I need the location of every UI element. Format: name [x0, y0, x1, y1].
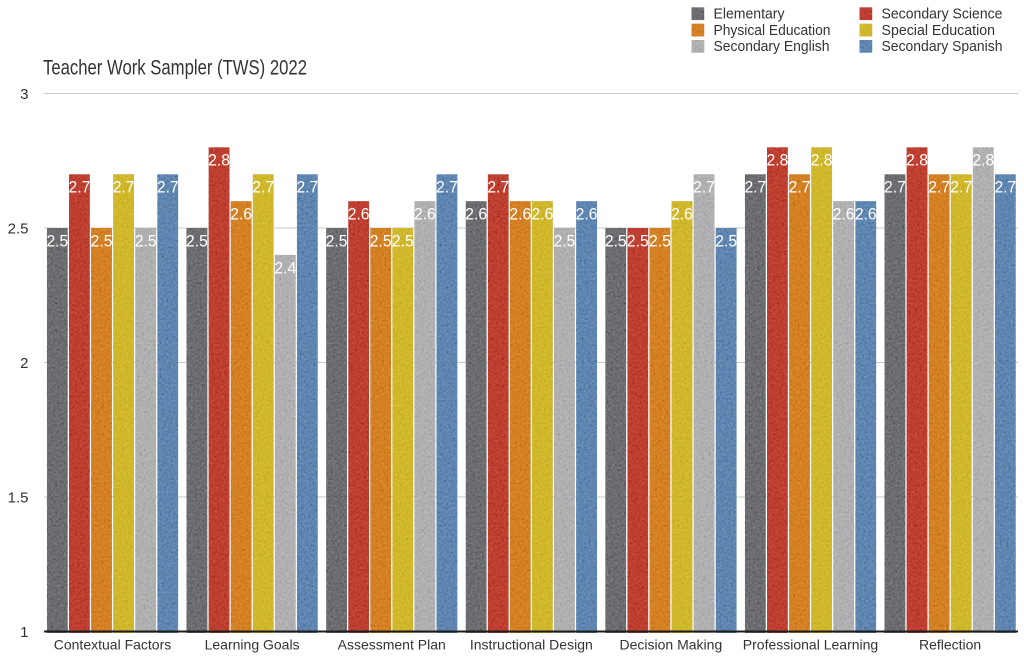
svg-text:2.7: 2.7: [436, 179, 458, 197]
svg-text:2.5: 2.5: [370, 232, 392, 250]
svg-text:2.6: 2.6: [414, 206, 436, 224]
svg-text:2.8: 2.8: [906, 152, 928, 170]
svg-text:2.5: 2.5: [326, 232, 348, 250]
svg-text:2.5: 2.5: [627, 232, 649, 250]
svg-text:1: 1: [20, 624, 28, 641]
svg-text:Instructional Design: Instructional Design: [470, 637, 593, 653]
svg-text:2.7: 2.7: [157, 179, 179, 197]
svg-text:3: 3: [20, 86, 28, 103]
svg-text:2.8: 2.8: [767, 152, 789, 170]
svg-text:2.8: 2.8: [972, 152, 994, 170]
svg-text:2.5: 2.5: [392, 232, 414, 250]
svg-text:2.7: 2.7: [884, 179, 906, 197]
svg-text:2.6: 2.6: [671, 206, 693, 224]
svg-text:Contextual Factors: Contextual Factors: [54, 637, 172, 653]
svg-text:2.4: 2.4: [274, 259, 296, 277]
svg-text:2.6: 2.6: [465, 206, 487, 224]
svg-text:2.8: 2.8: [208, 152, 230, 170]
svg-text:2.6: 2.6: [509, 206, 531, 224]
svg-text:Decision Making: Decision Making: [620, 637, 723, 653]
svg-text:Teacher Work Sampler (TWS) 202: Teacher Work Sampler (TWS) 2022: [43, 56, 307, 79]
svg-text:2.5: 2.5: [91, 232, 113, 250]
svg-text:2.6: 2.6: [531, 206, 553, 224]
svg-text:2.7: 2.7: [113, 179, 135, 197]
svg-text:1.5: 1.5: [8, 490, 29, 507]
svg-text:2: 2: [20, 355, 28, 372]
svg-text:2.5: 2.5: [554, 232, 576, 250]
svg-text:2.8: 2.8: [811, 152, 833, 170]
svg-text:Secondary Science: Secondary Science: [882, 6, 1003, 23]
svg-text:2.7: 2.7: [950, 179, 972, 197]
svg-text:2.6: 2.6: [576, 206, 598, 224]
svg-text:Secondary English: Secondary English: [714, 38, 830, 55]
svg-text:2.7: 2.7: [928, 179, 950, 197]
svg-text:2.5: 2.5: [186, 232, 208, 250]
svg-text:2.5: 2.5: [8, 221, 29, 238]
svg-text:Secondary Spanish: Secondary Spanish: [882, 38, 1003, 55]
svg-text:2.7: 2.7: [744, 179, 766, 197]
svg-text:Physical Education: Physical Education: [714, 22, 831, 39]
svg-text:2.7: 2.7: [252, 179, 274, 197]
svg-text:Learning Goals: Learning Goals: [205, 637, 300, 653]
svg-text:Assessment Plan: Assessment Plan: [338, 637, 446, 653]
svg-text:2.7: 2.7: [296, 179, 318, 197]
svg-text:2.5: 2.5: [715, 232, 737, 250]
svg-text:Reflection: Reflection: [919, 637, 981, 653]
svg-text:2.5: 2.5: [46, 232, 68, 250]
svg-text:2.5: 2.5: [135, 232, 157, 250]
svg-text:2.6: 2.6: [833, 206, 855, 224]
svg-text:Professional Learning: Professional Learning: [743, 637, 878, 653]
svg-text:2.7: 2.7: [693, 179, 715, 197]
svg-text:Special Education: Special Education: [882, 22, 996, 39]
svg-text:2.5: 2.5: [605, 232, 627, 250]
svg-text:Elementary: Elementary: [714, 6, 785, 23]
svg-text:2.6: 2.6: [855, 206, 877, 224]
svg-text:2.7: 2.7: [789, 179, 811, 197]
svg-text:2.7: 2.7: [994, 179, 1016, 197]
svg-text:2.7: 2.7: [487, 179, 509, 197]
svg-text:2.7: 2.7: [69, 179, 91, 197]
svg-text:2.5: 2.5: [649, 232, 671, 250]
svg-text:2.6: 2.6: [230, 206, 252, 224]
svg-text:2.6: 2.6: [348, 206, 370, 224]
